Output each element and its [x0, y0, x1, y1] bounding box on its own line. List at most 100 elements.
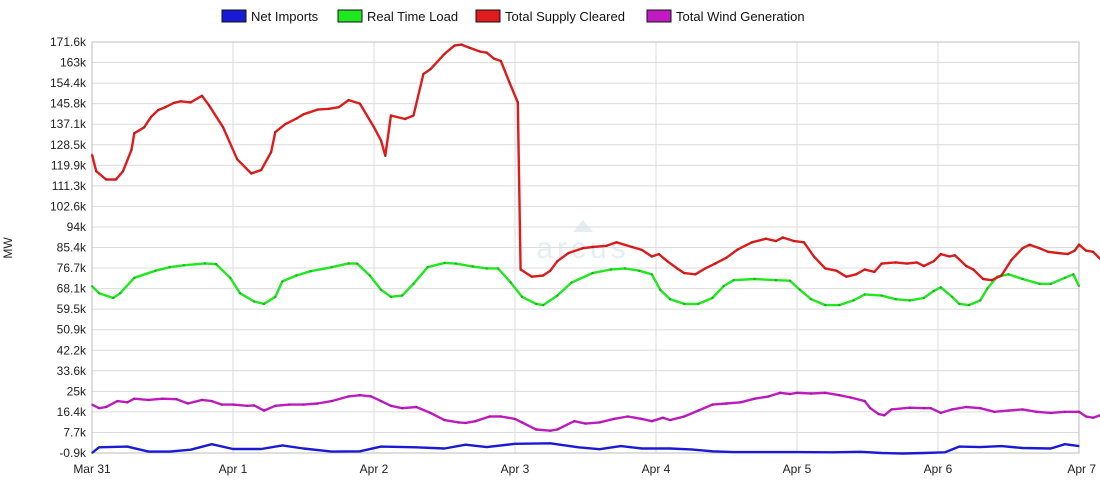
y-tick-label: 145.8k	[50, 97, 87, 111]
data-point	[1038, 247, 1041, 250]
data-point	[161, 397, 164, 400]
data-point	[845, 275, 848, 278]
y-tick-label: 25k	[67, 384, 87, 398]
data-point	[1091, 416, 1095, 419]
data-point	[358, 102, 362, 105]
data-point	[725, 256, 728, 259]
data-point	[711, 296, 714, 300]
data-point	[849, 396, 852, 399]
data-point	[403, 117, 407, 121]
data-point	[908, 299, 911, 302]
data-point	[605, 244, 608, 247]
data-point	[795, 391, 799, 394]
x-tick-label: Apr 6	[924, 462, 953, 476]
data-point	[1049, 447, 1053, 450]
data-point	[788, 392, 792, 396]
series-layer	[90, 43, 1100, 455]
data-point	[943, 451, 947, 454]
data-point	[863, 293, 866, 296]
data-point	[347, 262, 350, 265]
series-line-total-wind-generation	[91, 391, 1100, 432]
data-point	[104, 405, 108, 409]
data-point	[581, 247, 584, 250]
data-point	[443, 418, 446, 422]
data-point	[513, 417, 517, 421]
data-point	[379, 288, 383, 291]
data-point	[355, 262, 359, 265]
data-point	[126, 445, 129, 448]
series-points-total-wind-generation	[90, 391, 1100, 432]
data-point	[203, 262, 206, 265]
data-point	[950, 408, 954, 411]
data-point	[981, 277, 985, 281]
data-point	[659, 288, 662, 291]
y-tick-label: 102.6k	[50, 199, 87, 213]
data-point	[1091, 250, 1095, 253]
data-point	[666, 260, 669, 263]
data-point	[175, 398, 178, 401]
legend-swatch	[221, 9, 247, 23]
legend-label: Net Imports	[251, 9, 319, 24]
data-point	[939, 252, 942, 256]
data-point	[1000, 444, 1003, 448]
data-point	[788, 279, 792, 282]
y-tick-label: -0.9k	[59, 446, 87, 460]
data-point	[549, 429, 552, 432]
data-point	[97, 446, 101, 449]
data-point	[443, 52, 446, 56]
data-point	[1035, 410, 1038, 413]
y-tick-label: 33.6k	[57, 364, 87, 378]
data-point	[732, 279, 735, 282]
y-tick-label: 16.4k	[57, 405, 87, 419]
data-point	[464, 421, 467, 425]
data-point	[979, 299, 982, 302]
series-points-real-time-load	[90, 261, 1081, 307]
data-point	[1049, 411, 1053, 415]
data-point	[284, 123, 287, 126]
watermark-arrow-icon	[573, 220, 593, 232]
data-point	[883, 414, 886, 417]
data-point	[549, 442, 552, 445]
data-point	[302, 113, 305, 116]
data-point	[753, 397, 756, 400]
data-point	[535, 302, 538, 306]
data-point	[168, 266, 171, 269]
data-point	[154, 269, 157, 272]
data-point	[358, 394, 362, 397]
data-point	[274, 295, 277, 298]
data-point	[133, 397, 136, 400]
data-point	[967, 303, 971, 307]
data-point	[253, 404, 256, 407]
data-point	[990, 279, 993, 282]
series-points-net-imports	[90, 442, 1081, 455]
data-point	[1049, 282, 1053, 285]
data-point	[894, 261, 897, 264]
data-point	[824, 267, 827, 270]
data-point	[401, 294, 404, 297]
data-point	[485, 267, 488, 270]
data-point	[262, 302, 266, 306]
y-tick-label: 59.5k	[57, 302, 87, 316]
y-tick-label: 76.7k	[57, 261, 87, 275]
data-point	[468, 46, 472, 50]
data-point	[556, 260, 559, 263]
data-point	[389, 404, 393, 407]
data-point	[972, 268, 975, 271]
data-point	[97, 292, 101, 295]
series-points-total-supply-cleared	[90, 43, 1100, 282]
data-point	[372, 126, 376, 129]
data-point	[337, 106, 340, 109]
data-point	[471, 265, 474, 268]
data-point	[1084, 415, 1088, 418]
data-point	[767, 395, 770, 398]
data-point	[598, 421, 601, 424]
data-point	[143, 126, 146, 129]
data-point	[1021, 247, 1024, 250]
data-point	[542, 303, 545, 307]
data-point	[965, 405, 968, 409]
data-point	[993, 410, 996, 413]
data-point	[556, 294, 559, 297]
data-point	[168, 450, 171, 453]
legend-item-total-wind-generation: Total Wind Generation	[646, 9, 805, 24]
data-point	[630, 245, 634, 249]
